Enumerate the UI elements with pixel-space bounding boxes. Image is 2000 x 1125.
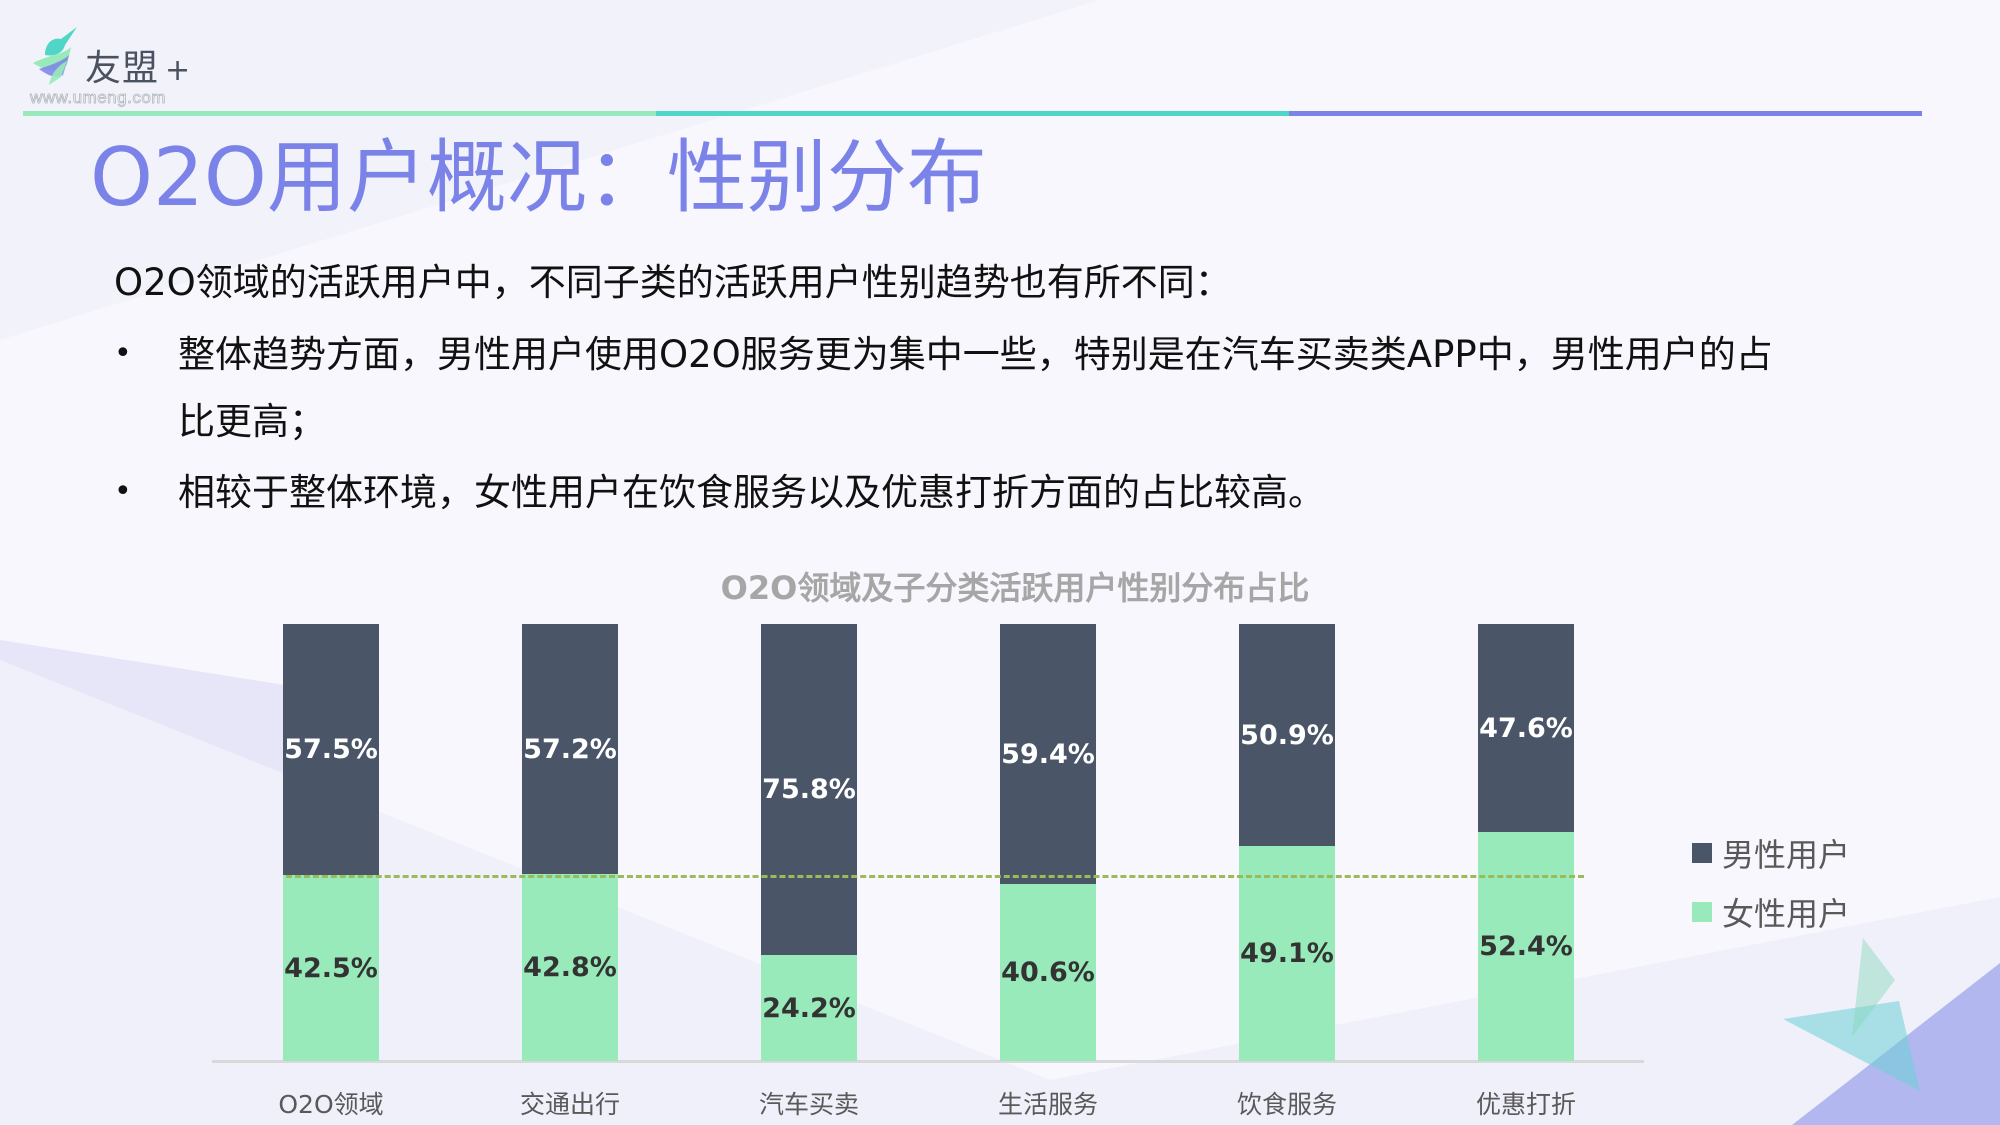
logo-brand-name: 友盟 [85,48,160,89]
legend-label-male: 男性用户 [1722,836,1851,874]
bullet-icon: • [114,336,132,371]
bar-segment-female: 42.8% [522,874,618,1061]
legend-label-female: 女性用户 [1722,895,1851,933]
logo-plus: + [165,53,192,88]
header-rule-purple [1289,111,1922,116]
bar-4: 50.9% 49.1% [1239,624,1335,1061]
category-label: 交通出行 [519,1090,620,1119]
umeng-logo: 友盟 + www.umeng.com [23,25,223,110]
value-label-female: 49.1% [1240,938,1334,969]
category-label: 生活服务 [997,1090,1098,1119]
bar-segment-male: 59.4% [1000,624,1096,884]
bar-segment-female: 42.5% [283,875,379,1061]
bar-segment-male: 57.5% [283,624,379,875]
chart-title: O2O领域及子分类活跃用户性别分布占比 [0,563,2000,609]
bullet-icon: • [114,474,132,509]
logo-brand-text: 友盟 + [85,39,191,91]
bullet-1-line-1: 整体趋势方面，男性用户使用O2O服务更为集中一些，特别是在汽车买卖类APP中，男… [178,333,1773,376]
value-label-male: 57.5% [284,734,378,765]
value-label-male: 47.6% [1479,712,1573,744]
bar-segment-male: 50.9% [1239,624,1335,846]
category-label: 饮食服务 [1236,1090,1337,1119]
bar-5: 47.6% 52.4% [1478,624,1574,1061]
bar-segment-female: 49.1% [1239,846,1335,1061]
bullet-1-line-2: 比更高； [178,400,326,443]
bar-3: 59.4% 40.6% [1000,624,1096,1061]
category-label: O2O领域 [278,1090,384,1119]
chart-title-text: O2O领域及子分类活跃用户性别分布占比 [720,569,1310,607]
page-title: O2O用户概况：性别分布 [90,131,987,224]
bar-segment-female: 40.6% [1000,884,1096,1061]
value-label-male: 75.8% [762,774,856,805]
value-label-female: 42.8% [523,952,617,983]
value-label-female: 24.2% [762,992,856,1024]
value-label-male: 59.4% [1001,738,1095,770]
bar-segment-male: 57.2% [522,624,618,874]
value-label-female: 52.4% [1479,931,1573,962]
legend-swatch-male [1692,843,1712,863]
header-rule-green [23,111,656,116]
legend-item-female: 女性用户 [1692,889,1850,935]
legend-item-male: 男性用户 [1692,830,1850,876]
reference-dashed-line [286,875,1584,878]
category-label: 汽车买卖 [758,1090,859,1119]
intro-text: O2O领域的活跃用户中，不同子类的活跃用户性别趋势也有所不同： [114,261,1232,304]
value-label-female: 40.6% [1001,957,1095,988]
bar-segment-male: 47.6% [1478,624,1574,832]
logo-url: www.umeng.com [30,88,166,108]
chart-x-axis [212,1060,1644,1063]
hummingbird-logo-icon [33,27,77,85]
bar-segment-female: 24.2% [761,955,857,1061]
bar-1: 57.2% 42.8% [522,624,618,1061]
bar-segment-female: 52.4% [1478,832,1574,1061]
bullet-2-line-1: 相较于整体环境，女性用户在饮食服务以及优惠打折方面的占比较高。 [178,471,1325,514]
value-label-male: 57.2% [523,733,617,765]
legend-swatch-female [1692,902,1712,922]
bar-segment-male: 75.8% [761,624,857,955]
value-label-female: 42.5% [284,952,378,984]
bar-2: 75.8% 24.2% [761,624,857,1061]
category-label: 优惠打折 [1475,1090,1576,1119]
header-rule-teal [656,111,1289,116]
bar-0: 57.5% 42.5% [283,624,379,1061]
value-label-male: 50.9% [1240,719,1334,751]
